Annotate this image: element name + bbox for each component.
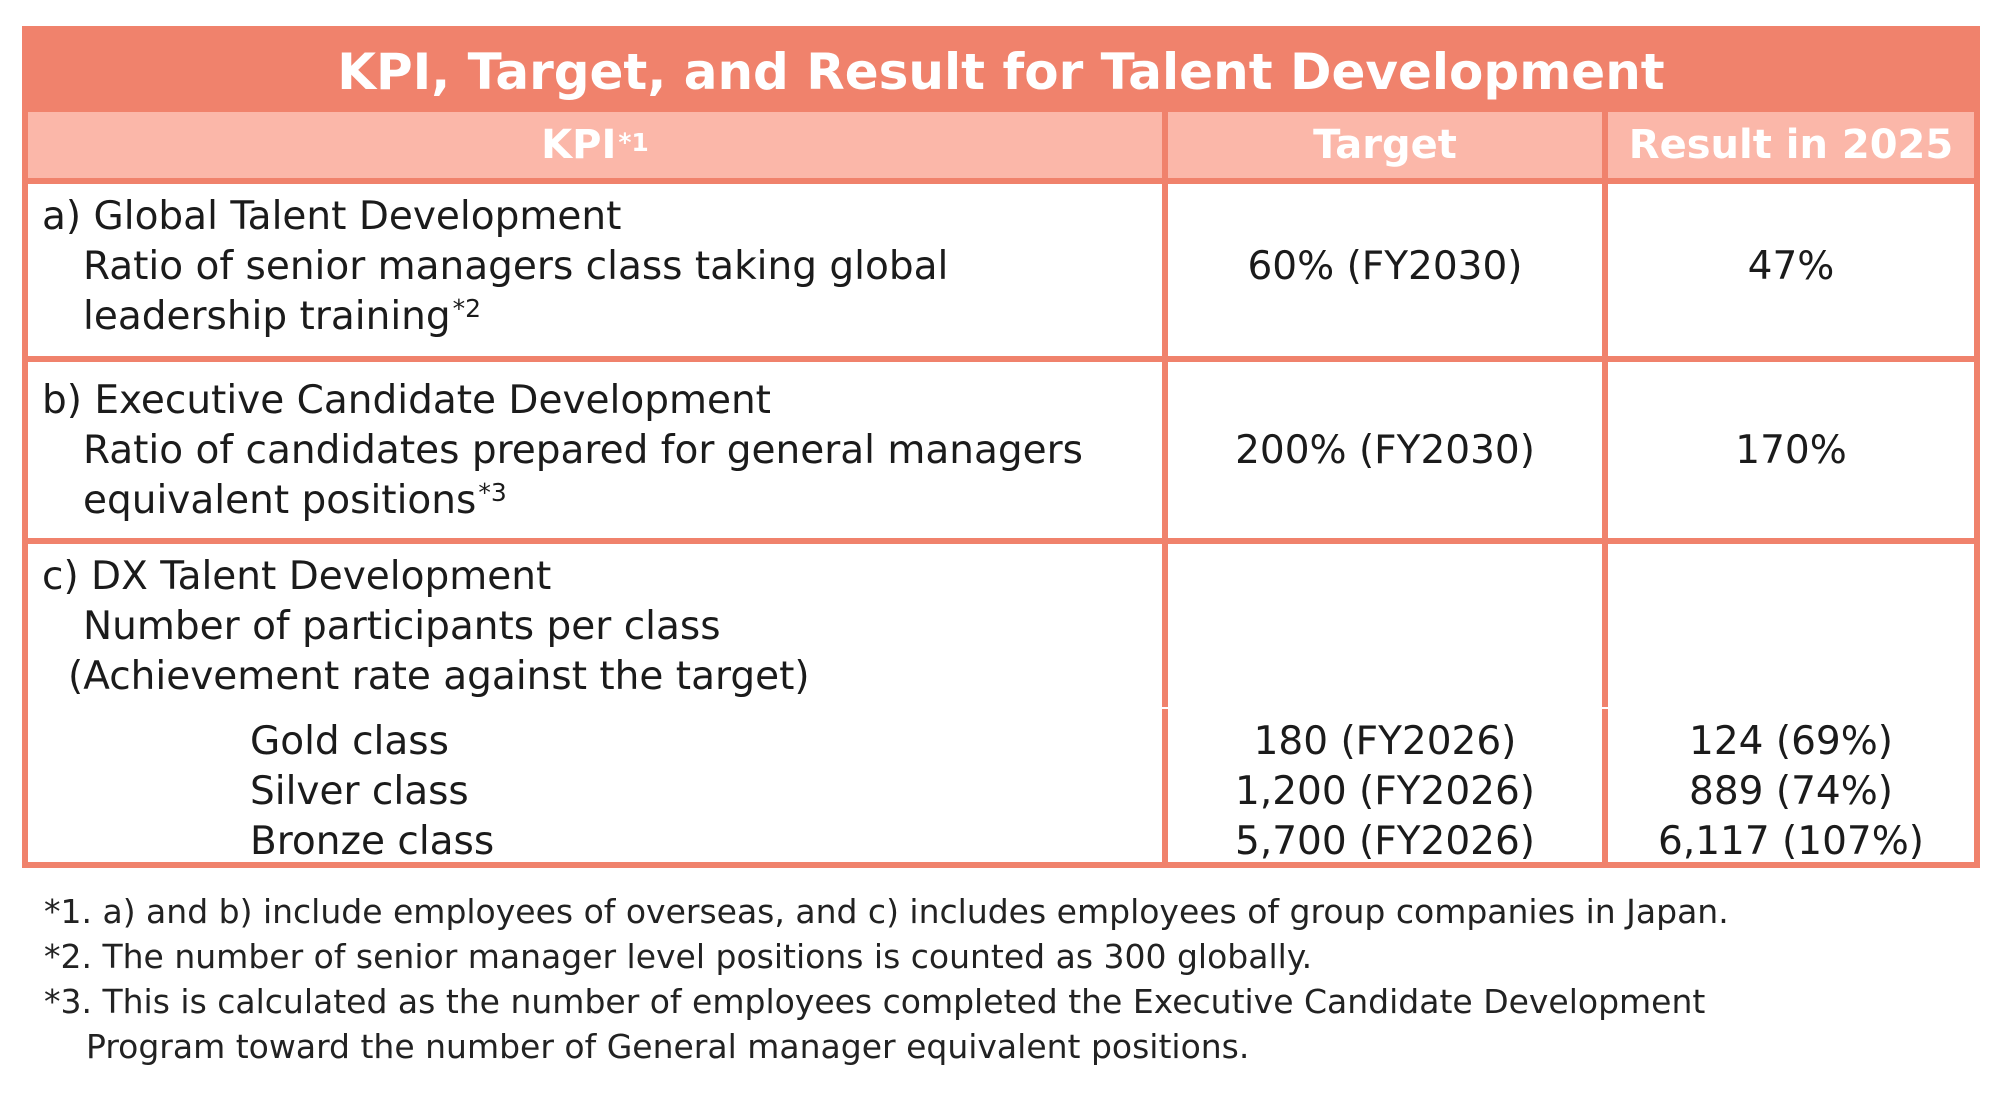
column-divider — [1602, 112, 1608, 868]
footnote: *2. The number of senior manager level p… — [44, 937, 1313, 976]
class-result: 6,117 (107%) — [1658, 819, 1924, 864]
class-result: 889 (74%) — [1689, 769, 1893, 814]
row-heading: b) Executive Candidate Development — [42, 378, 771, 423]
row-heading: c) DX Talent Development — [42, 554, 552, 599]
row-kpi-line: (Achievement rate against the target) — [68, 654, 810, 699]
class-name: Gold class — [250, 719, 449, 764]
row-divider — [28, 178, 1974, 184]
class-target: 1,200 (FY2026) — [1235, 769, 1535, 814]
footnote-ref: *3 — [478, 478, 507, 507]
row-kpi-line-text: equivalent positions — [83, 478, 477, 523]
row-kpi-line-text: leadership training — [83, 294, 451, 339]
class-target: 180 (FY2026) — [1253, 719, 1517, 764]
footnote: Program toward the number of General man… — [86, 1027, 1250, 1066]
table-title: KPI, Target, and Result for Talent Devel… — [28, 32, 1974, 112]
row-heading: a) Global Talent Development — [42, 194, 622, 239]
footnote: *1. a) and b) include employees of overs… — [44, 892, 1729, 931]
row-result: 170% — [1735, 428, 1847, 473]
header-result: Result in 2025 — [1608, 112, 1974, 178]
class-result: 124 (69%) — [1689, 719, 1893, 764]
header-kpi-label: KPI — [541, 122, 617, 168]
header-kpi-note: *1 — [618, 128, 649, 157]
footnote-ref: *2 — [452, 294, 482, 323]
row-kpi-line: Ratio of candidates prepared for general… — [83, 428, 1083, 473]
row-kpi-line: leadership training*2 — [83, 292, 481, 342]
row-kpi-line: Ratio of senior managers class taking gl… — [83, 244, 949, 289]
class-name: Bronze class — [250, 819, 495, 864]
class-target: 5,700 (FY2026) — [1235, 819, 1535, 864]
column-divider-gap — [1162, 707, 1168, 709]
row-target: 60% (FY2030) — [1247, 244, 1523, 289]
row-kpi-line: equivalent positions*3 — [83, 476, 507, 526]
column-divider-gap — [1602, 707, 1608, 709]
row-divider — [28, 356, 1974, 362]
row-kpi-line: Number of participants per class — [83, 604, 721, 649]
column-divider — [1162, 112, 1168, 868]
footnote: *3. This is calculated as the number of … — [44, 982, 1706, 1021]
kpi-table: KPI, Target, and Result for Talent Devel… — [22, 26, 1980, 868]
header-kpi: KPI*1 — [28, 112, 1162, 178]
header-target: Target — [1168, 112, 1602, 178]
class-name: Silver class — [250, 769, 469, 814]
row-result: 47% — [1747, 244, 1835, 289]
row-divider — [28, 538, 1974, 544]
row-target: 200% (FY2030) — [1235, 428, 1535, 473]
